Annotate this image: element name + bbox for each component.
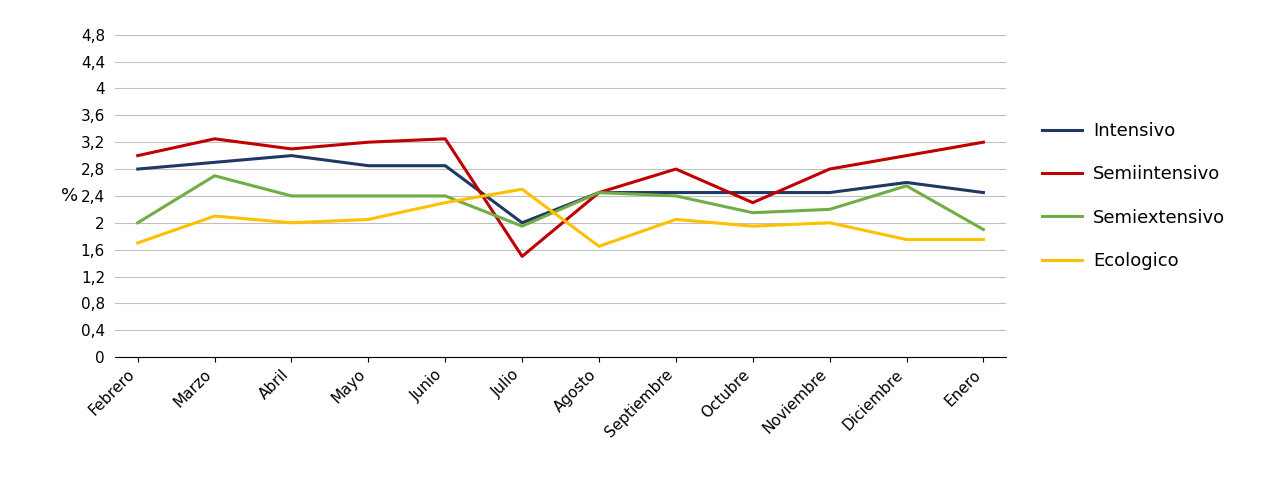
Intensivo bbox=[669, 189, 684, 195]
Semiintensivo bbox=[591, 189, 606, 195]
Legend: Intensivo, Semiintensivo, Semiextensivo, Ecologico: Intensivo, Semiintensivo, Semiextensivo,… bbox=[1042, 122, 1224, 270]
Semiintensivo bbox=[822, 166, 837, 172]
Semiintensivo bbox=[284, 146, 299, 152]
Intensivo bbox=[515, 220, 530, 226]
Ecologico bbox=[669, 216, 684, 222]
Ecologico bbox=[284, 220, 299, 226]
Semiextensivo bbox=[515, 223, 530, 229]
Semiintensivo bbox=[206, 136, 222, 142]
Ecologico bbox=[206, 213, 222, 219]
Intensivo bbox=[130, 166, 145, 172]
Line: Semiintensivo: Semiintensivo bbox=[138, 139, 984, 256]
Semiextensivo bbox=[899, 183, 915, 189]
Intensivo bbox=[591, 189, 606, 195]
Ecologico bbox=[976, 237, 991, 243]
Ecologico bbox=[437, 200, 452, 206]
Line: Ecologico: Ecologico bbox=[138, 189, 984, 247]
Intensivo bbox=[745, 189, 761, 195]
Semiextensivo bbox=[745, 210, 761, 216]
Ecologico bbox=[361, 216, 376, 222]
Semiextensivo bbox=[206, 173, 222, 179]
Intensivo bbox=[899, 180, 915, 186]
Line: Intensivo: Intensivo bbox=[138, 156, 984, 223]
Semiextensivo bbox=[822, 206, 837, 212]
Semiextensivo bbox=[591, 189, 606, 195]
Semiintensivo bbox=[437, 136, 452, 142]
Semiintensivo bbox=[899, 153, 915, 159]
Ecologico bbox=[130, 240, 145, 246]
Semiintensivo bbox=[745, 200, 761, 206]
Ecologico bbox=[515, 186, 530, 192]
Semiextensivo bbox=[437, 193, 452, 199]
Y-axis label: %: % bbox=[61, 187, 78, 205]
Ecologico bbox=[591, 244, 606, 249]
Semiextensivo bbox=[284, 193, 299, 199]
Semiextensivo bbox=[976, 227, 991, 233]
Semiextensivo bbox=[361, 193, 376, 199]
Ecologico bbox=[899, 237, 915, 243]
Semiextensivo bbox=[130, 220, 145, 226]
Intensivo bbox=[437, 163, 452, 169]
Semiintensivo bbox=[361, 139, 376, 145]
Intensivo bbox=[361, 163, 376, 169]
Semiintensivo bbox=[130, 153, 145, 159]
Semiintensivo bbox=[976, 139, 991, 145]
Intensivo bbox=[284, 153, 299, 159]
Semiintensivo bbox=[515, 253, 530, 259]
Intensivo bbox=[206, 159, 222, 165]
Semiextensivo bbox=[669, 193, 684, 199]
Ecologico bbox=[822, 220, 837, 226]
Intensivo bbox=[976, 189, 991, 195]
Semiintensivo bbox=[669, 166, 684, 172]
Intensivo bbox=[822, 189, 837, 195]
Ecologico bbox=[745, 223, 761, 229]
Line: Semiextensivo: Semiextensivo bbox=[138, 176, 984, 230]
